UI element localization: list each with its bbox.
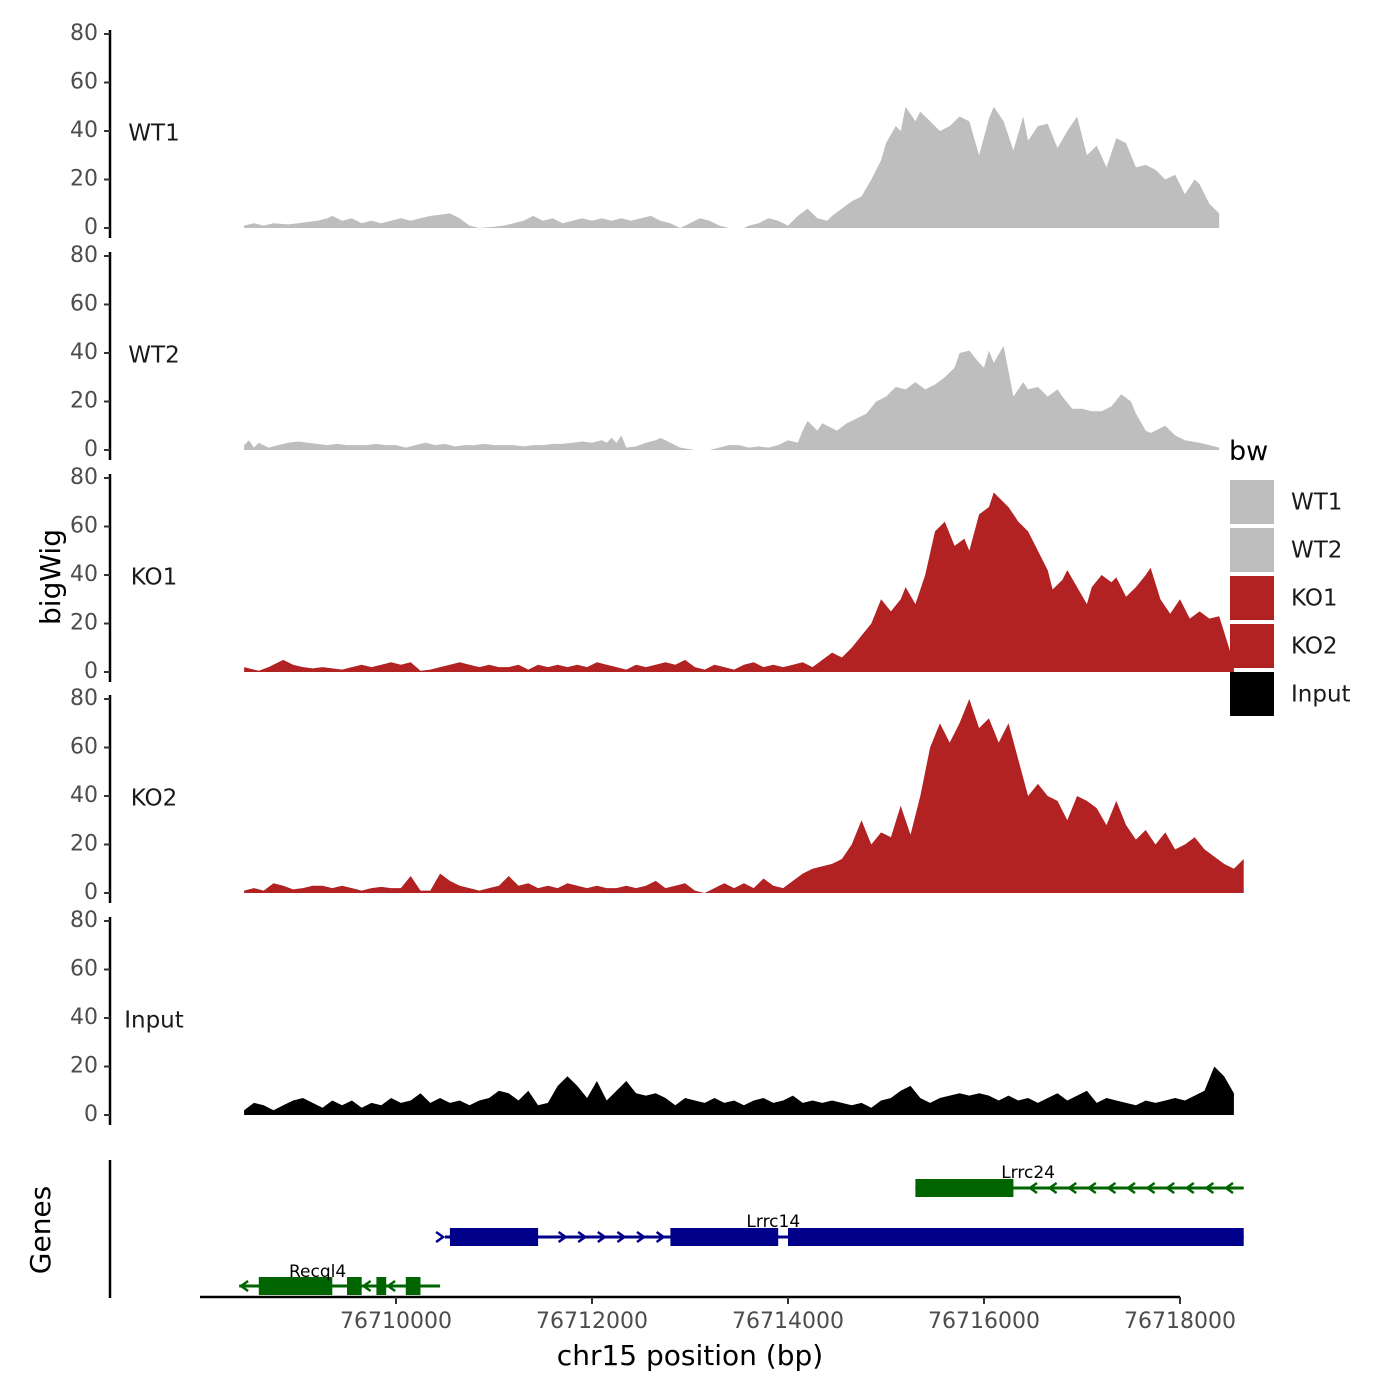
- legend-swatch-wt1: [1230, 480, 1274, 524]
- legend-swatch-ko2: [1230, 624, 1274, 668]
- y-tick-label: 80: [70, 465, 98, 490]
- y-tick-label: 20: [70, 167, 98, 192]
- legend-label: KO2: [1291, 634, 1338, 660]
- gene-label: Lrrc24: [1001, 1163, 1055, 1183]
- legend-title: bw: [1229, 436, 1268, 467]
- y-tick-label: 80: [70, 908, 98, 933]
- x-tick-label: 76714000: [732, 1309, 844, 1334]
- y-axis-title: bigWig: [34, 529, 67, 625]
- y-tick-label: 40: [70, 562, 98, 587]
- legend-label: WT1: [1291, 490, 1342, 516]
- gene-recql4: Recql4: [238, 1262, 441, 1295]
- strand-arrow: [616, 1230, 627, 1244]
- y-tick-label: 40: [70, 783, 98, 808]
- gene-exon: [347, 1277, 362, 1295]
- track-label: WT1: [128, 121, 179, 147]
- strand-arrow: [1047, 1181, 1058, 1195]
- strand-arrow: [1204, 1181, 1215, 1195]
- strand-arrow: [577, 1230, 588, 1244]
- track-input: 0 20 40 60 80 Input: [70, 908, 1234, 1127]
- y-tick-label: 0: [84, 1102, 98, 1127]
- strand-arrow: [636, 1230, 647, 1244]
- coverage-area-input: [244, 1066, 1234, 1115]
- strand-arrow: [361, 1279, 372, 1293]
- strand-arrow: [238, 1279, 249, 1293]
- legend-label: Input: [1291, 682, 1351, 708]
- y-tick-label: 80: [70, 686, 98, 711]
- gene-label: Lrrc14: [746, 1212, 800, 1232]
- y-tick-label: 60: [70, 735, 98, 760]
- strand-arrow: [655, 1230, 666, 1244]
- y-tick-label: 0: [84, 659, 98, 684]
- track-label: KO1: [131, 565, 178, 591]
- strand-arrow: [1165, 1181, 1175, 1195]
- track-ko1: 0 20 40 60 80 KO1: [70, 465, 1234, 684]
- coverage-area-wt1: [244, 106, 1220, 228]
- coverage-area-ko1: [244, 492, 1234, 672]
- genes-panel: Lrrc24 Lrrc14 Recql4: [108, 1160, 1244, 1298]
- y-tick-label: 80: [70, 21, 98, 46]
- gene-label: Recql4: [289, 1262, 346, 1282]
- y-tick-label: 20: [70, 389, 98, 414]
- gene-exon: [670, 1228, 779, 1246]
- strand-arrow: [1067, 1181, 1077, 1195]
- y-tick-label: 60: [70, 292, 98, 317]
- strand-arrow: [597, 1230, 607, 1244]
- track-label: WT2: [128, 343, 179, 369]
- legend-swatch-input: [1230, 672, 1274, 716]
- track-label: Input: [124, 1008, 184, 1034]
- y-tick-label: 40: [70, 340, 98, 365]
- y-tick-label: 20: [70, 1054, 98, 1079]
- x-axis-title: chr15 position (bp): [557, 1339, 823, 1372]
- y-tick-label: 80: [70, 243, 98, 268]
- gene-exon: [405, 1277, 421, 1295]
- gene-exon: [258, 1277, 333, 1295]
- x-tick-label: 76716000: [928, 1309, 1040, 1334]
- y-tick-label: 20: [70, 832, 98, 857]
- y-tick-label: 40: [70, 1005, 98, 1030]
- track-ko2: 0 20 40 60 80 KO2: [70, 686, 1244, 905]
- y-tick-label: 60: [70, 514, 98, 539]
- genes-axis-title: Genes: [24, 1186, 57, 1274]
- gene-lrrc14: Lrrc14: [435, 1212, 1244, 1246]
- coverage-tracks: 0 20 40 60 80 WT1 0 20 40 60 80 WT2 0 20 40 60 80 KO1 0 20 4…: [70, 21, 1244, 1127]
- gene-exon: [915, 1179, 1014, 1197]
- legend-label: KO1: [1291, 586, 1338, 612]
- x-tick-label: 76712000: [536, 1309, 648, 1334]
- gene-exon: [449, 1228, 539, 1246]
- strand-arrow: [385, 1279, 396, 1293]
- track-wt1: 0 20 40 60 80 WT1: [70, 21, 1220, 240]
- strand-arrow: [435, 1230, 446, 1244]
- gene-lrrc24: Lrrc24: [915, 1163, 1244, 1197]
- track-label: KO2: [131, 786, 178, 812]
- strand-arrow: [1125, 1181, 1136, 1195]
- coverage-area-wt2: [244, 345, 1220, 450]
- x-axis: 76710000 76712000 76714000 76716000 76718000: [200, 1295, 1236, 1334]
- x-tick-label: 76710000: [340, 1309, 452, 1334]
- y-tick-label: 20: [70, 611, 98, 636]
- strand-arrow: [1027, 1181, 1038, 1195]
- strand-arrow: [1106, 1181, 1117, 1195]
- gene-exon: [788, 1228, 1244, 1246]
- track-wt2: 0 20 40 60 80 WT2: [70, 243, 1220, 462]
- y-tick-label: 60: [70, 70, 98, 95]
- strand-arrow: [557, 1230, 568, 1244]
- gene-exon: [376, 1277, 387, 1295]
- x-tick-label: 76718000: [1124, 1309, 1236, 1334]
- strand-arrow: [1145, 1181, 1156, 1195]
- y-tick-label: 60: [70, 957, 98, 982]
- y-tick-label: 0: [84, 880, 98, 905]
- strand-arrow: [1184, 1181, 1195, 1195]
- legend-swatch-wt2: [1230, 528, 1274, 572]
- legend: bw WT1 WT2 KO1 KO2 Input: [1229, 436, 1351, 716]
- y-tick-label: 0: [84, 437, 98, 462]
- strand-arrow: [1223, 1181, 1234, 1195]
- legend-swatch-ko1: [1230, 576, 1274, 620]
- y-tick-label: 40: [70, 118, 98, 143]
- y-tick-label: 0: [84, 215, 98, 240]
- legend-label: WT2: [1291, 538, 1342, 564]
- coverage-area-ko2: [244, 699, 1244, 893]
- strand-arrow: [1086, 1181, 1097, 1195]
